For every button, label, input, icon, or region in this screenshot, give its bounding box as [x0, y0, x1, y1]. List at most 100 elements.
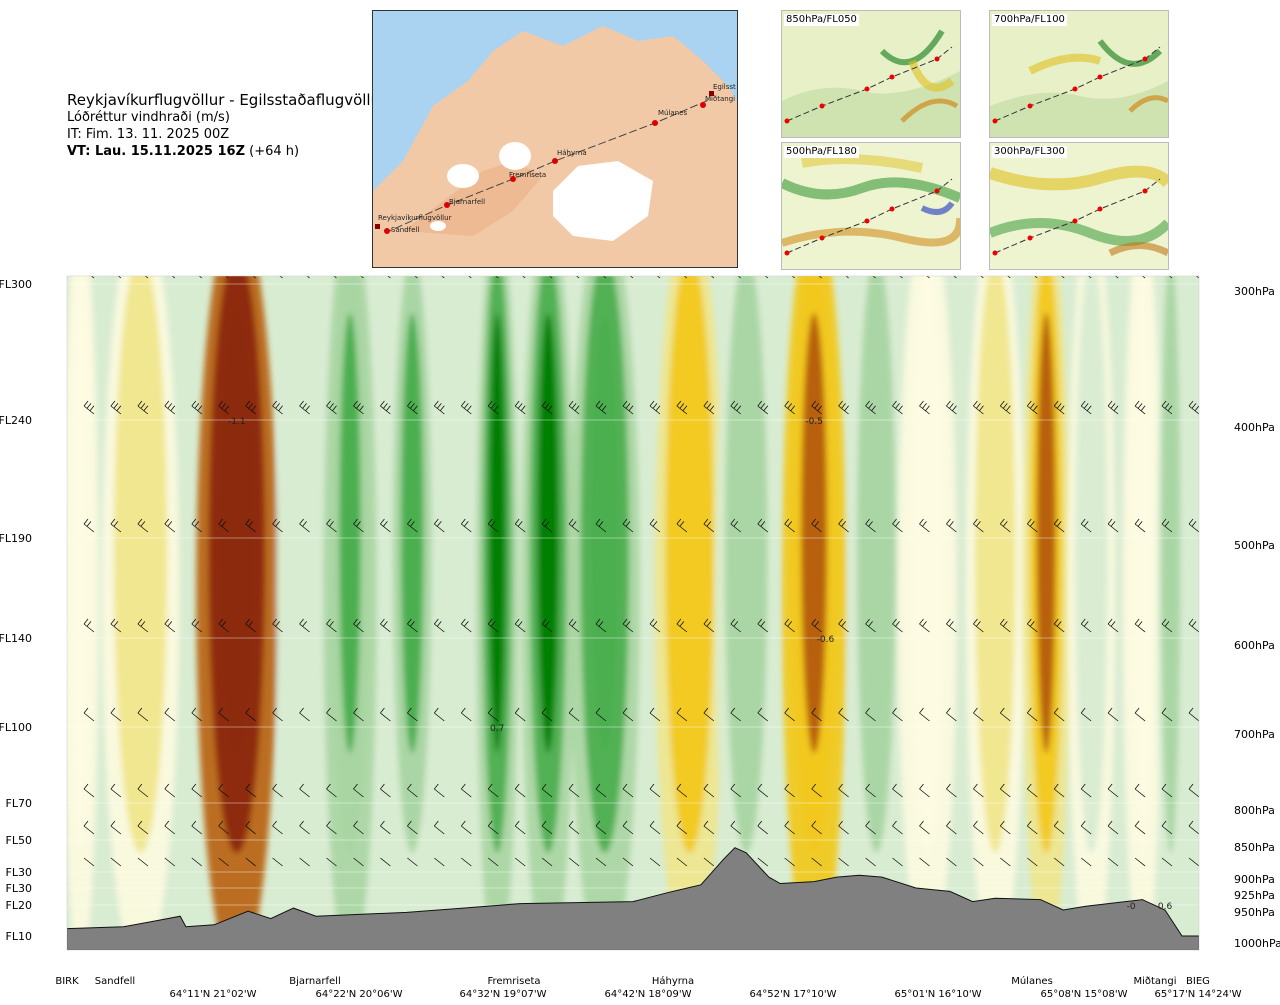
wind-barb [1107, 618, 1119, 633]
wind-barb [784, 400, 796, 415]
pressure-tick: 1000hPa [1234, 937, 1280, 950]
wind-barb [730, 707, 742, 722]
wind-barb [730, 400, 742, 415]
wind-barb [757, 518, 769, 533]
value-label: -0.6 [817, 635, 835, 645]
route-line [375, 91, 714, 234]
wind-barb [811, 518, 822, 533]
wind-barb [568, 707, 580, 722]
wind-barb [1080, 707, 1092, 722]
map-place-0: Reykjavíkurflugvöllur [378, 214, 452, 222]
map-place-2: Bjarnarfell [449, 198, 485, 206]
wind-barb [973, 707, 984, 722]
wind-barb [730, 618, 742, 633]
value-label: -0 [1127, 902, 1136, 912]
wind-barb [973, 400, 984, 415]
wind-barb [973, 783, 984, 798]
wind-barb [999, 618, 1011, 633]
map-place-3: Fremriseta [509, 171, 546, 179]
wind-barb [568, 783, 580, 798]
wind-barb [460, 400, 472, 415]
wind-barb [676, 618, 688, 633]
wind-barb [380, 400, 391, 415]
wind-barb [1026, 400, 1038, 415]
wind-barb [676, 820, 688, 835]
wind-barb [326, 783, 337, 798]
wind-barb [568, 618, 580, 633]
flight-level-tick: FL140 [0, 632, 32, 645]
wind-barb [595, 400, 607, 415]
wind-barb [218, 707, 229, 722]
wind-barb [1188, 857, 1199, 867]
wind-barb [380, 618, 391, 633]
wind-barb [541, 618, 553, 633]
wind-barb [1080, 518, 1092, 533]
wind-barb [1161, 400, 1173, 415]
wind-barb [784, 707, 795, 722]
wind-barb [703, 820, 715, 835]
velocity-band-outer [1067, 276, 1116, 950]
wind-barb [649, 618, 661, 633]
wind-barb [137, 857, 149, 867]
wind-barb [164, 857, 176, 867]
route-map: Reykjavíkurflugvöllur Sandfell Bjarnarfe… [372, 10, 738, 268]
wind-barb [1026, 783, 1038, 798]
wind-barb [865, 857, 876, 867]
wind-barb [110, 707, 122, 722]
wind-barb [541, 857, 553, 867]
wind-barb [622, 618, 634, 633]
wind-barb [487, 783, 499, 798]
wind-barb [83, 518, 95, 533]
wind-barb [407, 618, 418, 633]
wind-barb [225, 276, 229, 279]
wind-barb [487, 857, 499, 867]
wind-barb [838, 518, 849, 533]
wind-barb [272, 707, 283, 722]
wind-barb [487, 618, 499, 633]
wind-barb [299, 707, 310, 722]
wind-barb [811, 707, 822, 722]
wind-barb [838, 618, 849, 633]
flight-level-tick: FL20 [6, 899, 32, 912]
wind-barb [838, 783, 849, 798]
wind-barb [272, 518, 283, 533]
wind-barb [892, 857, 903, 867]
wind-barb [164, 820, 176, 835]
terrain-profile [67, 847, 1199, 950]
wind-barb [1053, 518, 1065, 533]
velocity-band-outer [323, 276, 377, 950]
wind-barb [110, 857, 122, 867]
mini-map-700-label: 700hPa/FL100 [992, 14, 1067, 26]
velocity-band [448, 276, 478, 853]
wind-barb [1107, 400, 1119, 415]
wind-barb [299, 857, 310, 867]
wind-barb [90, 276, 95, 279]
wind-barb [83, 707, 95, 722]
velocity-band-outer [276, 276, 333, 950]
wind-barb [838, 400, 849, 415]
wind-barb [218, 820, 229, 835]
wind-barb [218, 783, 229, 798]
wind-barb [919, 857, 930, 867]
wind-barb [272, 783, 283, 798]
wind-barb [1161, 857, 1173, 867]
wind-barb [892, 518, 903, 533]
wind-barb [1195, 276, 1199, 279]
wind-barb [137, 618, 149, 633]
velocity-band-outer [101, 276, 180, 950]
wind-barb [1161, 618, 1173, 633]
wind-barb [380, 707, 391, 722]
wind-barb [1000, 857, 1011, 867]
wind-barb [919, 518, 930, 533]
velocity-band-core [401, 313, 424, 753]
wind-barb [999, 707, 1011, 722]
velocity-band [113, 276, 168, 853]
mini-map-500-label: 500hPa/FL180 [784, 146, 859, 158]
wind-barb [1053, 783, 1065, 798]
wind-barb [757, 857, 769, 867]
wind-barb [83, 783, 95, 798]
velocity-band-core [220, 313, 254, 753]
wind-barb [811, 783, 822, 798]
wind-barb [892, 618, 903, 633]
wind-barb [703, 707, 715, 722]
